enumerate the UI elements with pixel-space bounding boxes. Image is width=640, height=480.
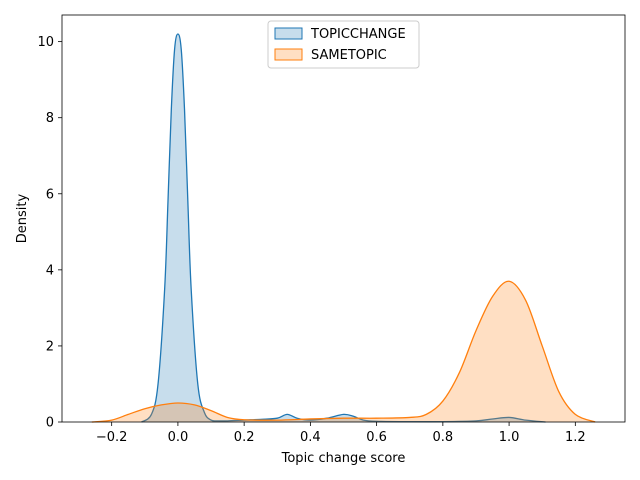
x-tick-label: 0.2 bbox=[234, 430, 255, 445]
x-tick-label: 0.6 bbox=[366, 430, 387, 445]
x-tick-label: 0.0 bbox=[168, 430, 189, 445]
y-axis: 0 2 4 6 8 10 bbox=[37, 35, 62, 431]
y-tick-label: 4 bbox=[46, 263, 54, 278]
density-line-sametopic bbox=[91, 280, 596, 423]
plot-frame bbox=[61, 14, 626, 423]
area-fill-sametopic bbox=[91, 281, 596, 422]
legend-label-topicchange: TOPICCHANGE bbox=[310, 27, 406, 42]
legend-box bbox=[267, 20, 420, 69]
x-axis: −0.2 0.0 0.2 0.4 0.6 0.8 1.0 1.2 bbox=[96, 422, 586, 445]
y-tick-label: 2 bbox=[46, 339, 54, 354]
legend-swatch-topicchange bbox=[274, 27, 303, 40]
x-tick-label: 0.4 bbox=[300, 430, 321, 445]
legend-label-sametopic: SAMETOPIC bbox=[311, 48, 387, 63]
x-tick-label: 1.2 bbox=[565, 430, 586, 445]
x-tick-label: 1.0 bbox=[499, 430, 520, 445]
legend-swatch-sametopic bbox=[274, 48, 303, 61]
x-tick-label: −0.2 bbox=[96, 430, 128, 445]
x-tick-label: 0.8 bbox=[433, 430, 454, 445]
y-axis-label: Density bbox=[15, 193, 30, 243]
y-tick-label: 6 bbox=[46, 187, 54, 202]
legend: TOPICCHANGE SAMETOPIC bbox=[267, 20, 420, 69]
series-layer bbox=[91, 33, 596, 423]
x-axis-label: Topic change score bbox=[281, 451, 406, 466]
y-tick-label: 0 bbox=[46, 416, 54, 431]
y-tick-label: 8 bbox=[46, 111, 54, 126]
y-tick-label: 10 bbox=[37, 35, 54, 50]
area-fill-topicchange bbox=[141, 34, 546, 423]
